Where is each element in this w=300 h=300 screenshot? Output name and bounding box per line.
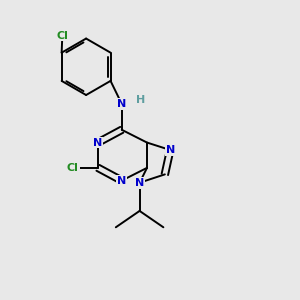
Text: N: N [117,99,126,109]
Text: H: H [136,95,146,105]
Text: N: N [93,138,103,148]
Text: N: N [117,176,126,186]
Text: N: N [135,178,144,188]
Text: N: N [166,145,175,155]
Text: Cl: Cl [56,31,68,40]
Text: Cl: Cl [67,163,79,173]
